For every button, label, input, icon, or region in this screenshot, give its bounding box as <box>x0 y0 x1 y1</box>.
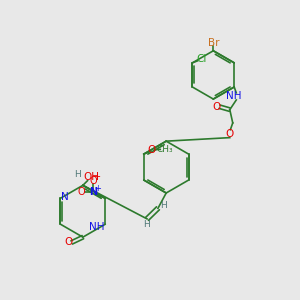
Text: H: H <box>74 169 81 178</box>
Text: −: − <box>93 172 101 182</box>
Text: OH: OH <box>83 172 99 182</box>
Text: Br: Br <box>208 38 219 48</box>
Text: H: H <box>160 201 167 210</box>
Text: O: O <box>225 129 233 139</box>
Text: NH: NH <box>226 92 242 101</box>
Text: O: O <box>78 187 85 197</box>
Text: O: O <box>89 176 97 186</box>
Text: N: N <box>61 192 68 203</box>
Text: O: O <box>64 238 73 248</box>
Text: O: O <box>148 145 156 155</box>
Text: CH₃: CH₃ <box>157 145 174 154</box>
Text: NH: NH <box>89 222 105 232</box>
Text: +: + <box>94 184 101 193</box>
Text: H: H <box>143 220 150 229</box>
Text: O: O <box>212 102 221 112</box>
Text: Cl: Cl <box>196 54 207 64</box>
Text: N: N <box>89 187 97 197</box>
